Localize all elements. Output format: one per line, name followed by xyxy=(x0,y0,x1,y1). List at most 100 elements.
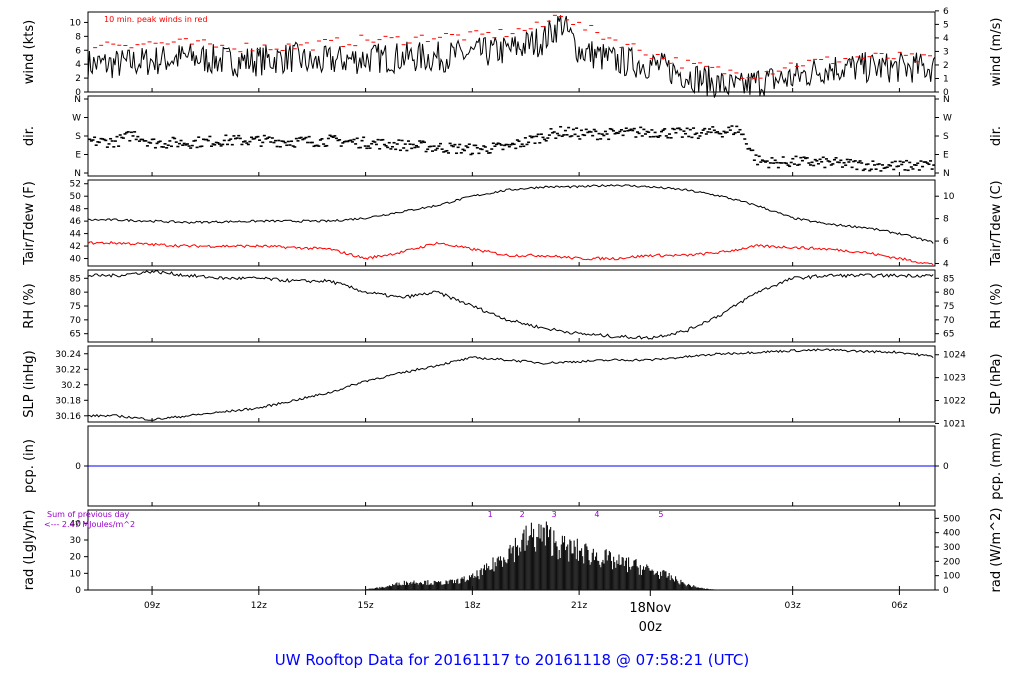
dir-point xyxy=(887,164,891,166)
dir-point xyxy=(238,137,242,140)
dir-point xyxy=(884,166,888,169)
rh-right-tick-label: 70 xyxy=(943,316,955,326)
dir-point xyxy=(206,139,210,142)
dir-point xyxy=(626,129,630,132)
dir-point xyxy=(730,125,734,127)
slp-left-tick-label: 30.22 xyxy=(55,365,81,375)
dir-point xyxy=(405,149,409,152)
dir-point xyxy=(845,158,849,161)
dir-point xyxy=(291,145,295,147)
slp-right-tick-label: 1021 xyxy=(943,419,966,429)
dir-point xyxy=(714,131,718,134)
dir-point xyxy=(358,146,362,149)
rh-frame xyxy=(87,269,936,343)
dir-point xyxy=(386,146,390,149)
dir-point xyxy=(653,131,657,134)
dir-point xyxy=(679,128,683,131)
dir-point xyxy=(498,142,502,145)
dir-point xyxy=(645,130,649,133)
dir-point xyxy=(142,140,146,142)
rad-annotation-1: Sum of previous day xyxy=(47,510,129,519)
dir-point xyxy=(783,162,787,164)
dir-point xyxy=(266,137,270,139)
dir-point xyxy=(195,146,199,149)
wind-right-tick-label: 0 xyxy=(943,88,949,98)
dir-point xyxy=(133,131,137,133)
dir-point xyxy=(280,140,284,142)
dir-point xyxy=(174,141,178,143)
panel-wind: 0 2 4 6 8 10 0 1 2 3 4 5 6 wind (kts) wind (m/s) 10 min… xyxy=(22,7,1004,98)
dir-point xyxy=(421,140,425,143)
dir-point xyxy=(381,138,385,141)
dir-point xyxy=(458,143,462,146)
dir-point xyxy=(525,143,529,146)
dir-point xyxy=(597,132,601,135)
dir-point xyxy=(448,142,452,145)
dir-point xyxy=(426,148,430,151)
rh-left-tick-label: 80 xyxy=(70,288,82,298)
dir-point xyxy=(656,136,660,139)
rad-right-tick-label: 500 xyxy=(943,514,960,524)
dir-point xyxy=(703,127,707,130)
dir-left-tick-label: N xyxy=(74,95,81,105)
dir-point xyxy=(242,141,246,143)
dir-point xyxy=(767,166,771,169)
dir-point xyxy=(874,168,878,170)
slp-right-tick-label: 1022 xyxy=(943,397,966,407)
dir-point xyxy=(147,141,151,144)
dir-point xyxy=(687,135,691,138)
dir-point xyxy=(748,147,752,150)
time-axis: 09z 12z 15z 18z 21z 03z 06z xyxy=(144,590,908,611)
dir-point xyxy=(125,131,129,134)
dir-point xyxy=(919,160,923,162)
dir-point xyxy=(808,164,812,166)
slp-left-tick-label: 30.24 xyxy=(55,350,81,360)
dir-point xyxy=(871,160,875,162)
dir-point xyxy=(773,159,777,162)
wind-left-label: wind (kts) xyxy=(22,20,37,84)
dir-point xyxy=(432,145,436,147)
dir-point xyxy=(611,130,615,132)
dir-point xyxy=(246,143,250,146)
dir-point xyxy=(850,166,854,169)
dir-point xyxy=(921,165,925,168)
temp-right-tick-label: 4 xyxy=(943,260,949,270)
dir-point xyxy=(352,138,356,141)
dir-point xyxy=(315,144,319,147)
pcp-left-tick-label: 0 xyxy=(75,462,81,472)
dir-point xyxy=(852,160,856,163)
dir-point xyxy=(704,133,708,135)
wind-left-tick-label: 8 xyxy=(75,32,81,42)
x-axis-tick-label: 03z xyxy=(785,601,801,611)
dir-point xyxy=(924,161,928,163)
dir-point xyxy=(701,129,705,131)
dir-point xyxy=(302,137,306,140)
dir-point xyxy=(786,164,790,166)
dir-point xyxy=(647,131,651,134)
dir-point xyxy=(161,146,165,148)
dir-left-tick-label: E xyxy=(75,151,81,161)
wind-right-tick-label: 5 xyxy=(943,20,949,30)
dir-point xyxy=(674,131,678,134)
dir-point xyxy=(895,165,899,168)
dir-point xyxy=(648,136,652,138)
dir-point xyxy=(864,163,868,166)
x-axis-tick-label: 21z xyxy=(571,601,587,611)
dir-point xyxy=(929,160,933,162)
dir-point xyxy=(579,129,583,132)
dir-right-tick-label: W xyxy=(943,114,952,124)
rad-left-tick-label: 20 xyxy=(70,553,82,563)
dir-point xyxy=(930,168,934,170)
dir-point xyxy=(185,143,189,145)
wind-right-tick-label: 4 xyxy=(943,34,949,44)
slp-left-tick-label: 30.18 xyxy=(55,396,81,406)
dir-point xyxy=(410,147,414,150)
slp-frame xyxy=(87,345,936,423)
dir-point xyxy=(427,145,431,148)
dir-point xyxy=(772,162,776,164)
dir-point xyxy=(616,132,620,135)
dir-point xyxy=(640,135,644,137)
dir-point xyxy=(727,126,731,129)
dir-point xyxy=(807,162,811,164)
dir-point xyxy=(344,140,348,143)
